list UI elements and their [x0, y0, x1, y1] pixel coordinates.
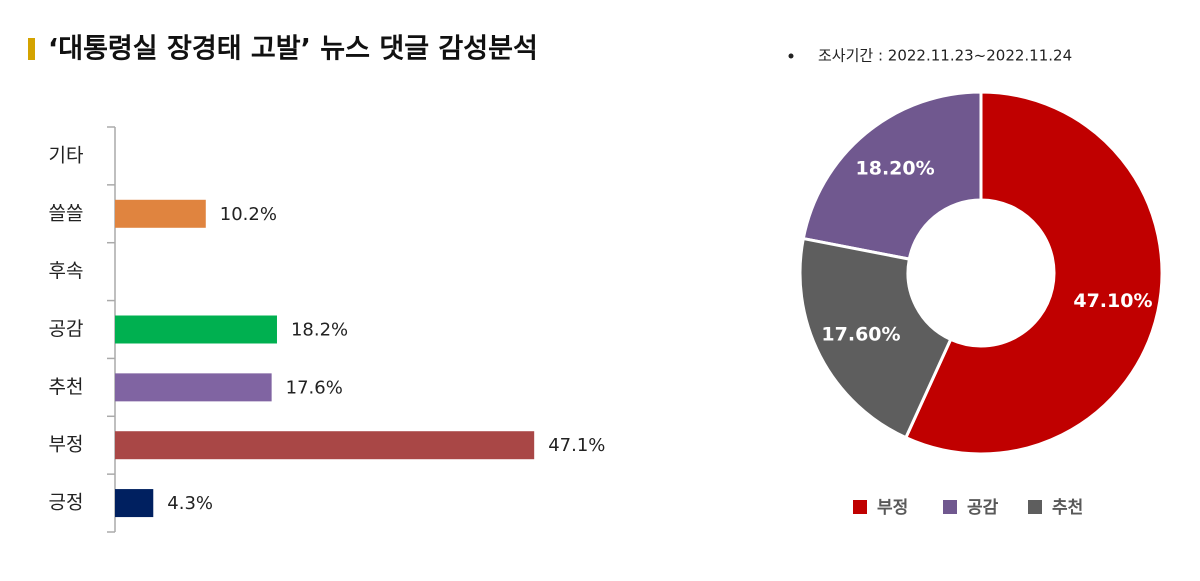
bar [115, 315, 277, 344]
note: 조사기간 : 2022.11.23~2022.11.24 [818, 47, 1072, 65]
bar [115, 373, 272, 402]
value-label: 10.2% [220, 204, 277, 225]
title: ‘대통령실 장경태 고발’ 뉴스 댓글 감성분석 [48, 34, 538, 65]
bar [115, 199, 206, 228]
category-label: 공감 [49, 318, 84, 340]
category-label: 기타 [49, 144, 84, 166]
legend-swatch [1028, 500, 1042, 514]
donut-slice [903, 90, 1164, 456]
note-bullet [788, 53, 794, 59]
category-label: 부정 [49, 434, 84, 456]
donut-slice [801, 90, 983, 261]
bar [115, 431, 535, 460]
category-label: 긍정 [49, 492, 84, 514]
category-label: 추천 [49, 376, 84, 398]
category-label: 후속 [49, 260, 84, 282]
title-marker [28, 38, 35, 60]
slice-label: 47.10% [1073, 290, 1152, 312]
category-label: 쓸쓸 [49, 202, 84, 224]
slice-label: 17.60% [821, 323, 900, 345]
donut-slice [798, 236, 953, 440]
value-label: 4.3% [167, 493, 213, 514]
legend-label: 추천 [1052, 498, 1083, 518]
legend-swatch [943, 500, 957, 514]
slice-label: 18.20% [856, 157, 935, 179]
legend-label: 부정 [877, 498, 908, 518]
legend-label: 공감 [967, 498, 999, 518]
legend-swatch [853, 500, 867, 514]
value-label: 17.6% [286, 377, 343, 398]
bar [115, 489, 154, 518]
value-label: 47.1% [548, 435, 605, 456]
value-label: 18.2% [291, 320, 348, 341]
